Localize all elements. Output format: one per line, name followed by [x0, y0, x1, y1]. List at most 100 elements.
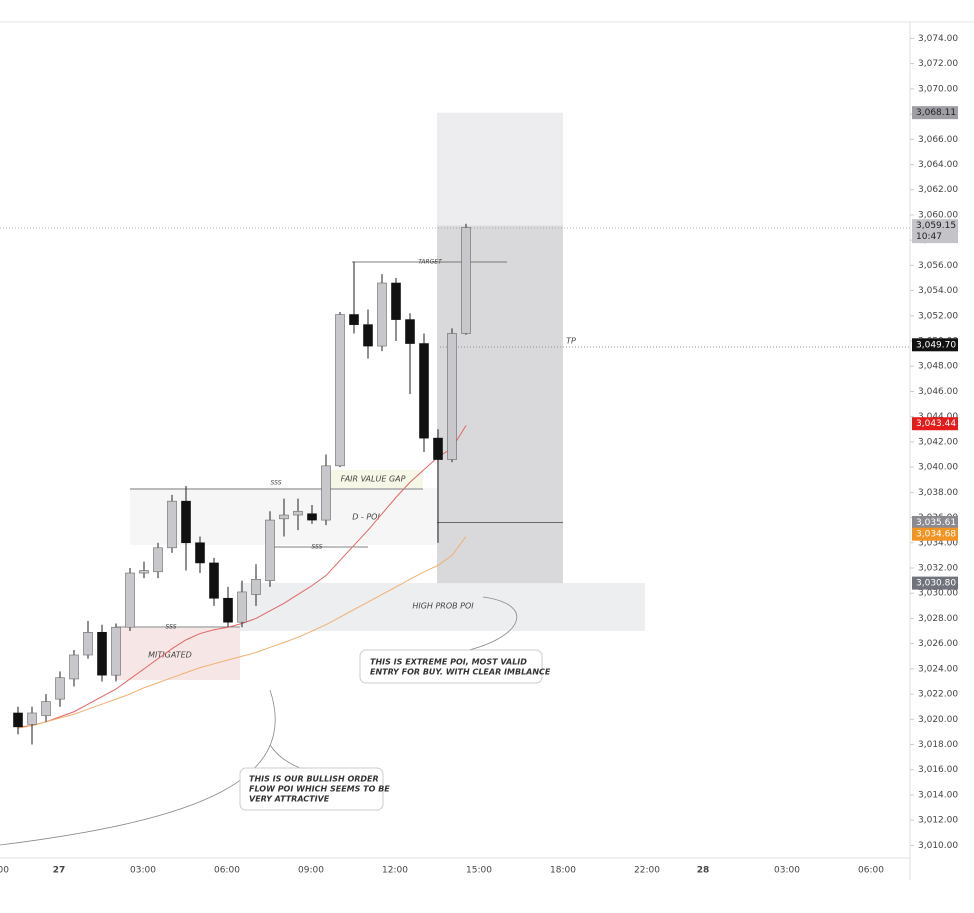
candle-body	[405, 319, 415, 344]
candle-body	[237, 591, 247, 623]
y-tick-label: 3,030.00	[918, 589, 958, 599]
y-tick-label: 3,012.00	[918, 816, 958, 826]
arrow-curve	[459, 596, 518, 653]
candle-body	[293, 510, 303, 516]
price-tag-time: 10:47	[916, 232, 942, 242]
x-tick-label: 03:00	[774, 866, 800, 876]
y-tick-label: 3,034.00	[918, 538, 958, 548]
sss-label: SSS	[312, 544, 323, 551]
price-tag-label: 3,068.11	[916, 108, 956, 118]
candle-body	[111, 626, 121, 676]
x-tick-label: 28	[697, 866, 710, 876]
y-tick-label: 3,010.00	[918, 841, 958, 851]
d-poi-label: D - POI	[352, 513, 380, 522]
price-tag	[912, 527, 958, 541]
candle-body	[447, 333, 457, 460]
callout-text: THIS IS EXTREME POI, MOST VALID	[370, 658, 527, 667]
candle-body	[181, 500, 191, 544]
sss-label: SSS	[271, 480, 282, 487]
sss-label: SSS	[166, 624, 177, 631]
candle-body	[391, 282, 401, 320]
y-tick-label: 3,054.00	[918, 286, 958, 296]
candle-body	[419, 343, 429, 439]
price-tag	[912, 417, 958, 431]
high-prob-poi-zone	[240, 583, 645, 631]
x-tick-label: 21:00	[0, 866, 9, 876]
candle-body	[251, 579, 261, 595]
candle-body	[69, 654, 79, 680]
candle-body	[363, 324, 373, 347]
y-tick-label: 3,028.00	[918, 614, 958, 624]
y-tick-label: 3,074.00	[918, 34, 958, 44]
candle-body	[279, 514, 289, 520]
y-tick-label: 3,024.00	[918, 664, 958, 674]
y-tick-label: 3,070.00	[918, 84, 958, 94]
price-tag-label: 3,030.80	[916, 579, 956, 589]
candle-body	[265, 519, 275, 581]
callout-box	[239, 767, 384, 811]
candle-body	[27, 712, 37, 725]
y-tick-label: 3,046.00	[918, 387, 958, 397]
price-tag-label: 3,043.44	[916, 419, 956, 429]
candle-body	[55, 677, 65, 700]
price-tag-label: 3,034.68	[916, 530, 956, 540]
callout-text: FLOW POI WHICH SEEMS TO BE	[249, 785, 390, 794]
y-tick-label: 3,072.00	[918, 59, 958, 69]
x-tick-label: 12:00	[382, 866, 408, 876]
callout-text: VERY ATTRACTIVE	[249, 795, 330, 804]
candle-body	[377, 282, 387, 347]
candle-body	[307, 513, 317, 521]
price-tag	[912, 515, 958, 529]
x-tick-label: 06:00	[858, 866, 884, 876]
x-tick-label: 15:00	[466, 866, 492, 876]
y-tick-label: 3,060.00	[918, 210, 958, 220]
y-tick-label: 3,032.00	[918, 563, 958, 573]
y-tick-label: 3,044.00	[918, 412, 958, 422]
candle-body	[209, 562, 219, 599]
candle-body	[167, 500, 177, 549]
mitigated-zone	[115, 628, 240, 680]
candle-body	[223, 597, 233, 623]
price-tag	[912, 338, 958, 352]
y-tick-label: 3,016.00	[918, 765, 958, 775]
candle-body	[83, 631, 93, 656]
candle-body	[335, 314, 345, 467]
candle-body	[321, 465, 331, 521]
y-tick-label: 3,042.00	[918, 437, 958, 447]
price-tag	[912, 576, 958, 590]
y-tick-label: 3,064.00	[918, 160, 958, 170]
x-tick-label: 27	[53, 866, 66, 876]
y-tick-label: 3,066.00	[918, 135, 958, 145]
y-tick-label: 3,062.00	[918, 185, 958, 195]
y-tick-label: 3,048.00	[918, 362, 958, 372]
arrow-curve	[269, 744, 301, 769]
candle-body	[13, 712, 23, 728]
y-tick-label: 3,038.00	[918, 488, 958, 498]
y-tick-label: 3,018.00	[918, 740, 958, 750]
y-tick-label: 3,026.00	[918, 639, 958, 649]
filled-zone	[437, 225, 563, 584]
price-tag	[912, 106, 958, 120]
moving-average	[17, 536, 467, 729]
fvg-label: FAIR VALUE GAP	[341, 475, 406, 484]
mitigated-label: MITIGATED	[148, 651, 192, 660]
price-tag-label: 3,059.15	[916, 221, 956, 231]
target-label: TARGET	[418, 259, 443, 266]
y-tick-label: 3,052.00	[918, 311, 958, 321]
y-tick-label: 3,040.00	[918, 463, 958, 473]
callout-text: THIS IS OUR BULLISH ORDER	[249, 775, 379, 784]
price-tag-label: 3,035.61	[916, 518, 956, 528]
high-prob-poi-label: HIGH PROB POI	[412, 602, 474, 611]
y-tick-label: 3,014.00	[918, 790, 958, 800]
position-box	[437, 112, 563, 584]
callout-box	[359, 649, 543, 684]
x-tick-label: 09:00	[298, 866, 324, 876]
candle-body	[41, 701, 51, 716]
y-tick-label: 3,020.00	[918, 715, 958, 725]
candle-body	[433, 437, 443, 460]
x-tick-label: 03:00	[130, 866, 156, 876]
candle-body	[139, 570, 149, 574]
plot	[13, 223, 471, 745]
tp-label: TP	[566, 337, 576, 346]
